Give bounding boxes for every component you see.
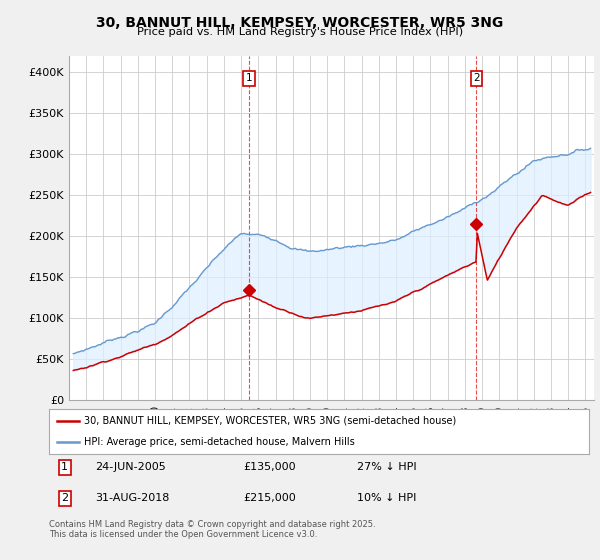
- Text: 27% ↓ HPI: 27% ↓ HPI: [357, 462, 416, 472]
- Text: Price paid vs. HM Land Registry's House Price Index (HPI): Price paid vs. HM Land Registry's House …: [137, 27, 463, 37]
- Text: £135,000: £135,000: [244, 462, 296, 472]
- Text: HPI: Average price, semi-detached house, Malvern Hills: HPI: Average price, semi-detached house,…: [85, 436, 355, 446]
- Text: £215,000: £215,000: [244, 493, 296, 503]
- Text: 1: 1: [61, 462, 68, 472]
- Text: 31-AUG-2018: 31-AUG-2018: [95, 493, 169, 503]
- Text: 30, BANNUT HILL, KEMPSEY, WORCESTER, WR5 3NG: 30, BANNUT HILL, KEMPSEY, WORCESTER, WR5…: [97, 16, 503, 30]
- Text: 1: 1: [246, 73, 253, 83]
- Text: 2: 2: [473, 73, 480, 83]
- Text: Contains HM Land Registry data © Crown copyright and database right 2025.
This d: Contains HM Land Registry data © Crown c…: [49, 520, 376, 539]
- Text: 10% ↓ HPI: 10% ↓ HPI: [357, 493, 416, 503]
- Text: 24-JUN-2005: 24-JUN-2005: [95, 462, 166, 472]
- Text: 30, BANNUT HILL, KEMPSEY, WORCESTER, WR5 3NG (semi-detached house): 30, BANNUT HILL, KEMPSEY, WORCESTER, WR5…: [85, 416, 457, 426]
- Text: 2: 2: [61, 493, 68, 503]
